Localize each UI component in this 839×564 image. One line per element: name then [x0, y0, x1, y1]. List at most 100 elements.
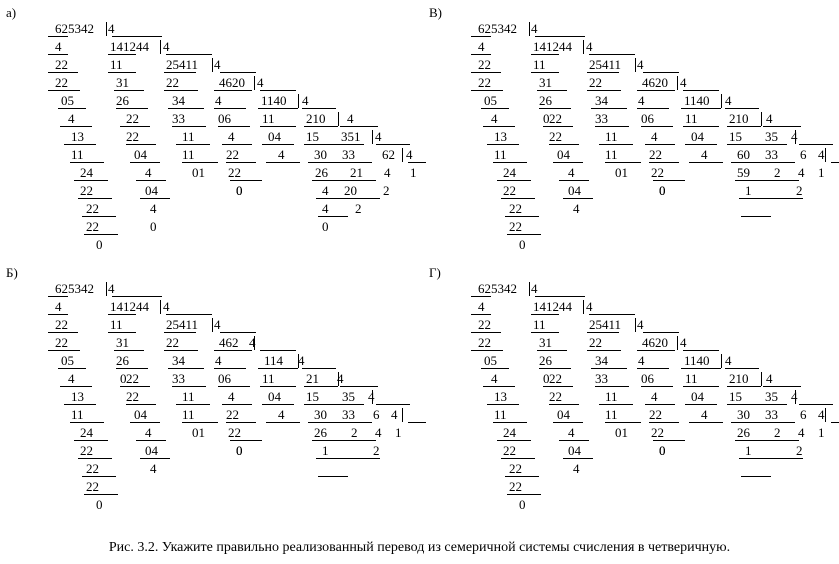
division-number: 34 [172, 353, 185, 368]
divisor-line [260, 350, 296, 351]
division-underline [765, 180, 799, 181]
division-number: 33 [342, 407, 355, 422]
division-number: 04 [557, 147, 570, 162]
division-underline [531, 54, 559, 55]
division-number: 4 [384, 165, 391, 180]
division-underline [304, 386, 338, 387]
division-underline [266, 422, 300, 423]
division-underline [120, 126, 150, 127]
division-number: 24 [503, 425, 516, 440]
division-underline [605, 162, 641, 163]
division-number: 625342 [55, 281, 94, 296]
division-number: 22 [549, 111, 562, 126]
division-number: 34 [172, 93, 185, 108]
division-number: 22 [649, 147, 662, 162]
division-underline [48, 296, 68, 297]
division-underline [637, 90, 675, 91]
divisor-bar [254, 336, 255, 350]
division-number: 4 [163, 39, 170, 54]
division-number: 22 [478, 317, 491, 332]
division-underline [318, 216, 348, 217]
division-underline [471, 350, 503, 351]
division-number: 210 [306, 111, 326, 126]
division-number: 4 [818, 407, 825, 422]
division-number: 2 [351, 425, 358, 440]
divisor-line [831, 422, 839, 423]
division-underline [649, 162, 679, 163]
division-number: 4 [214, 57, 221, 72]
divisor-bar [825, 148, 826, 162]
division-number: 04 [568, 183, 581, 198]
division-number: 4620 [219, 75, 245, 90]
division-number: 210 [729, 371, 749, 386]
division-underline [471, 36, 491, 37]
division-number: 4 [150, 201, 157, 216]
division-number: 13 [71, 129, 84, 144]
division-number: 2 [373, 443, 380, 458]
division-number: 4 [680, 335, 687, 350]
division-number: 11 [685, 111, 698, 126]
division-number: 31 [116, 75, 129, 90]
divisor-line [408, 422, 426, 423]
divisor-line [799, 404, 833, 405]
division-underline [727, 126, 761, 127]
division-underline [214, 108, 246, 109]
divisor-line [112, 296, 162, 297]
division-underline [48, 72, 78, 73]
division-number: 0 [236, 183, 243, 198]
division-number: 0 [543, 371, 550, 386]
divisor-bar [795, 390, 796, 404]
division-number: 22 [86, 219, 99, 234]
division-underline [497, 180, 531, 181]
division-number: 4 [568, 425, 575, 440]
division-underline [78, 458, 112, 459]
panel-label: Б) [6, 265, 18, 280]
division-underline [78, 198, 112, 199]
division-number: 11 [685, 371, 698, 386]
division-number: 4 [55, 299, 62, 314]
division-number: 2 [355, 201, 362, 216]
division-underline [116, 368, 148, 369]
division-underline [689, 162, 723, 163]
division-number: 35 [342, 389, 355, 404]
division-number: 4 [798, 165, 805, 180]
division-underline [316, 198, 348, 199]
division-number: 4 [145, 165, 152, 180]
division-number: 22 [126, 371, 139, 386]
panel-label: Г) [429, 265, 441, 280]
divisor-line [589, 54, 635, 55]
division-underline [342, 440, 376, 441]
division-underline [108, 72, 136, 73]
divisor-bar [298, 94, 299, 108]
divisor-line [376, 404, 410, 405]
division-number: 114 [264, 353, 284, 368]
division-underline [549, 144, 579, 145]
division-underline [340, 144, 364, 145]
division-underline [563, 198, 593, 199]
division-underline [120, 386, 150, 387]
divisor-line [166, 54, 212, 55]
division-underline [645, 404, 675, 405]
division-number: 31 [539, 335, 552, 350]
division-number: 1 [818, 165, 825, 180]
division-underline [108, 332, 136, 333]
division-number: 05 [484, 353, 497, 368]
division-number: 4 [214, 317, 221, 332]
division-number: 33 [765, 147, 778, 162]
division-underline [681, 108, 721, 109]
division-number: 22 [86, 461, 99, 476]
division-number: 4 [766, 371, 773, 386]
division-underline [727, 144, 763, 145]
division-underline [537, 90, 567, 91]
division-underline [84, 234, 118, 235]
division-number: 22 [509, 479, 522, 494]
division-underline [543, 386, 573, 387]
division-underline [683, 386, 719, 387]
division-number: 04 [691, 129, 704, 144]
division-number: 04 [568, 443, 581, 458]
divisor-line [683, 350, 719, 351]
division-underline [739, 458, 771, 459]
division-number: 4 [163, 299, 170, 314]
